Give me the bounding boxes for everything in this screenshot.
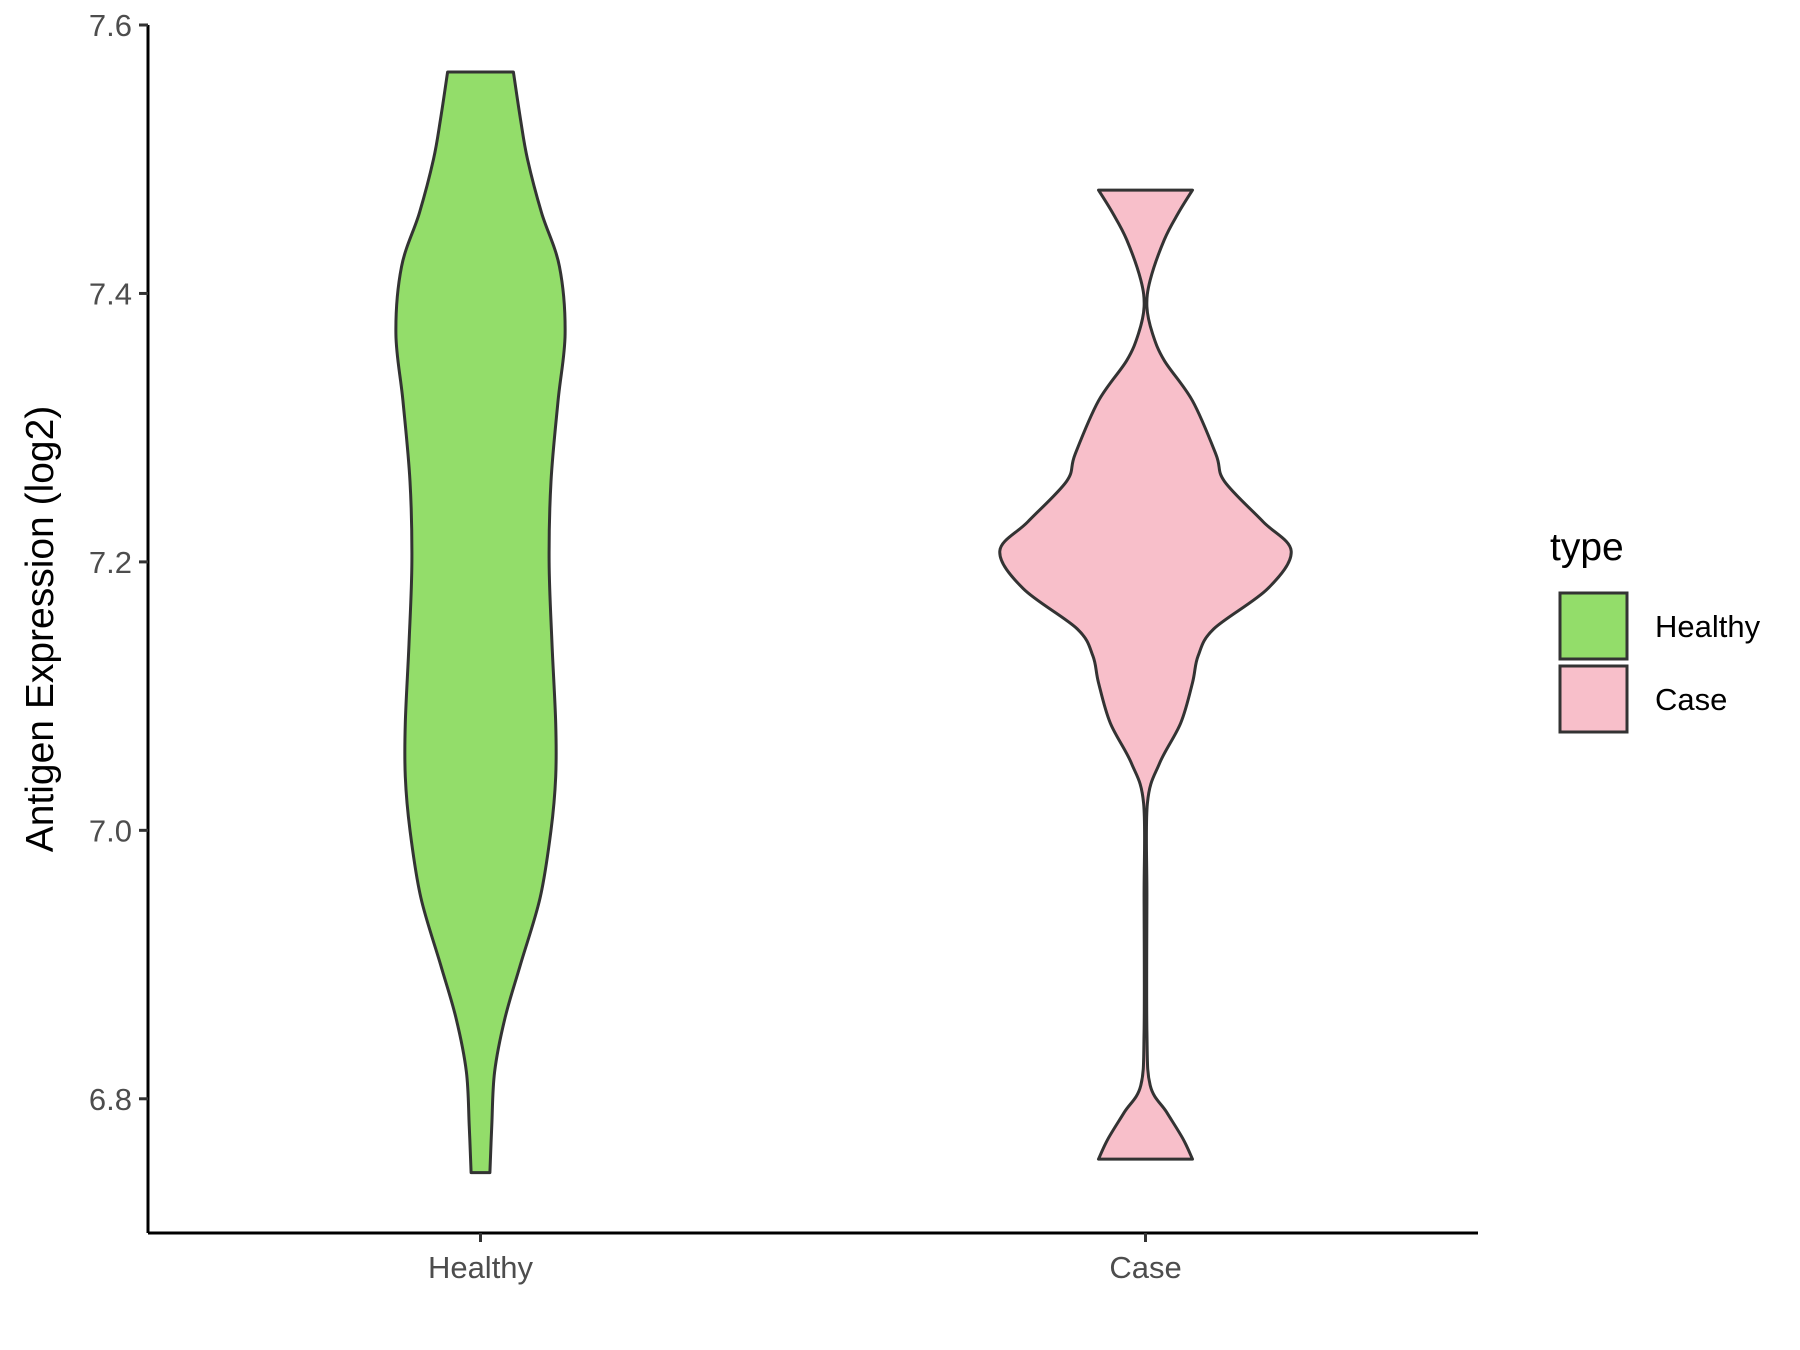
y-tick-label: 7.4 <box>89 276 132 311</box>
x-axis-ticks: Healthy Case <box>428 1233 1182 1285</box>
x-tick-label-case: Case <box>1109 1250 1181 1285</box>
y-axis-ticks: 6.8 7.0 7.2 7.4 7.6 <box>89 8 148 1117</box>
y-axis-title: Antigen Expression (log2) <box>19 406 62 853</box>
legend-label-healthy: Healthy <box>1655 609 1761 644</box>
legend-items: Healthy Case <box>1558 591 1761 734</box>
violins-layer <box>394 70 1293 1175</box>
y-tick-label: 7.0 <box>89 813 132 848</box>
y-tick-label: 7.2 <box>89 545 132 580</box>
x-tick-label-healthy: Healthy <box>428 1250 534 1285</box>
violin-case <box>998 188 1293 1161</box>
y-tick-label: 7.6 <box>89 8 132 43</box>
legend: type Healthy Case <box>1550 526 1761 734</box>
legend-label-case: Case <box>1655 682 1727 717</box>
y-tick-label: 6.8 <box>89 1082 132 1117</box>
legend-title: type <box>1550 526 1624 569</box>
violin-healthy <box>394 70 567 1175</box>
legend-key-case <box>1558 664 1629 734</box>
legend-key-healthy <box>1558 591 1629 661</box>
